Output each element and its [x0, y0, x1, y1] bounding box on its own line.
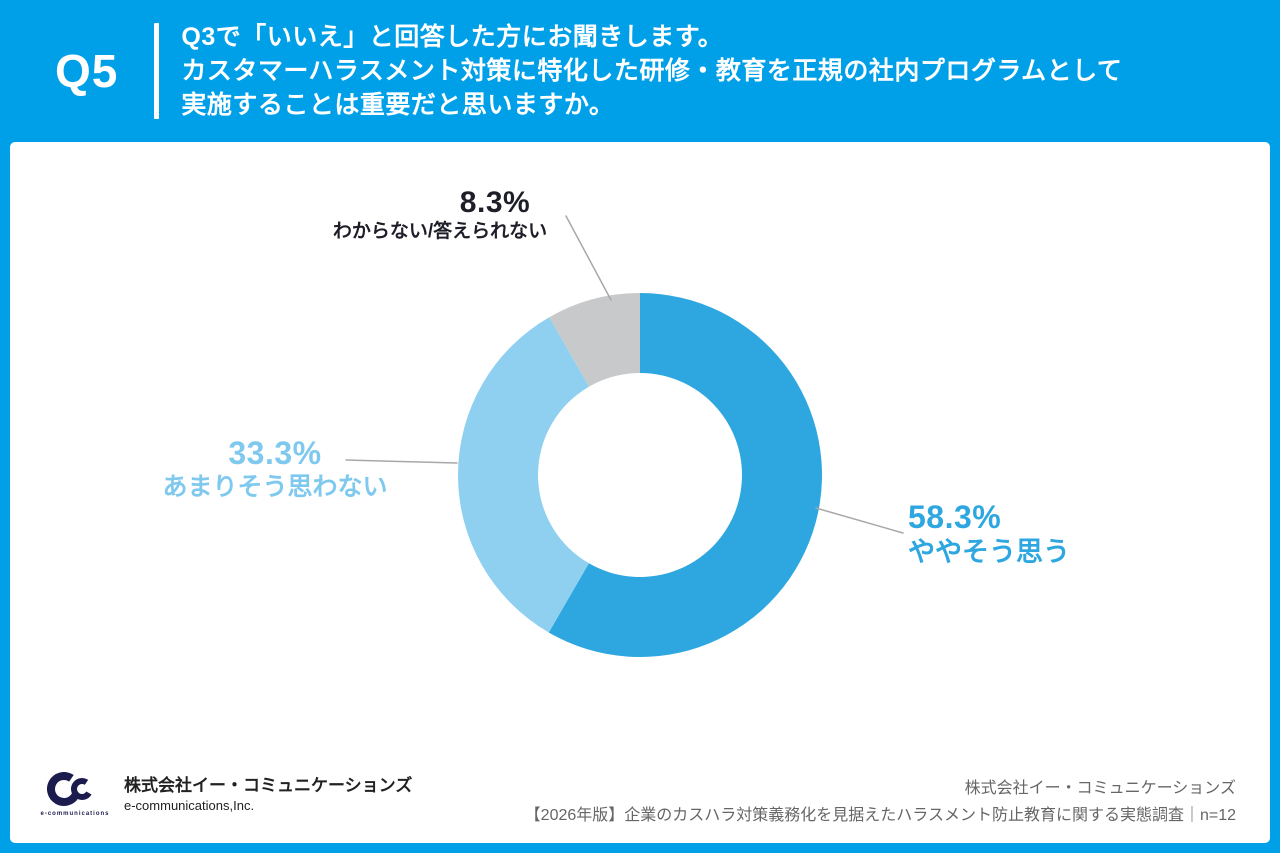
chart-card: 58.3% ややそう思う 33.3% あまりそう思わない 8.3% わからない/… [10, 142, 1270, 843]
percent-value: 8.3% [459, 186, 531, 219]
logo-caption: e-communications [40, 811, 110, 817]
donut-segment-0 [548, 293, 822, 657]
segment-name: ややそう思う [908, 537, 1070, 567]
segment-label-unknown: 8.3% わからない/答えられない [285, 186, 595, 244]
question-line-2: カスタマーハラスメント対策に特化した研修・教育を正規の社内プログラムとして [181, 57, 1123, 85]
company-logo-icon [47, 772, 93, 806]
source-note: 【2026年版】企業のカスハラ対策義務化を見据えたハラスメント防止教育に関する実… [524, 807, 1236, 824]
leader-line [815, 507, 904, 534]
donut-chart [345, 215, 904, 657]
percent-value: 33.3% [228, 435, 322, 471]
leader-line [345, 459, 458, 464]
question-header: Q5 Q3で「いいえ」と回答した方にお聞きします。 カスタマーハラスメント対策に… [0, 0, 1280, 142]
question-text: Q3で「いいえ」と回答した方にお聞きします。 カスタマーハラスメント対策に特化し… [181, 20, 1122, 122]
question-line-3: 実施することは重要だと思いますか。 [181, 91, 615, 119]
company-name-jp: 株式会社イー・コミュニケーションズ [124, 775, 413, 795]
percent-value: 58.3% [908, 499, 1002, 535]
leader-line [565, 215, 612, 301]
donut-segment-2 [549, 293, 640, 387]
question-line-1: Q3で「いいえ」と回答した方にお聞きします。 [181, 23, 724, 51]
segment-name: わからない/答えられない [332, 221, 548, 242]
header-divider [154, 23, 160, 119]
source-company: 株式会社イー・コミュニケーションズ [964, 780, 1236, 797]
question-number: Q5 [55, 45, 119, 97]
footer-source: 株式会社イー・コミュニケーションズ 【2026年版】企業のカスハラ対策義務化を見… [525, 775, 1236, 829]
company-name-en: e-communications,Inc. [124, 797, 255, 813]
donut-segment-1 [458, 317, 590, 633]
segment-name: あまりそう思わない [162, 473, 388, 501]
company-logo: e-communications [38, 772, 112, 817]
segment-label-disagree: 33.3% あまりそう思わない [125, 434, 425, 503]
segment-label-agree: 58.3% ややそう思う [908, 498, 1070, 568]
footer-company: e-communications 株式会社イー・コミュニケーションズ e-com… [38, 772, 412, 817]
